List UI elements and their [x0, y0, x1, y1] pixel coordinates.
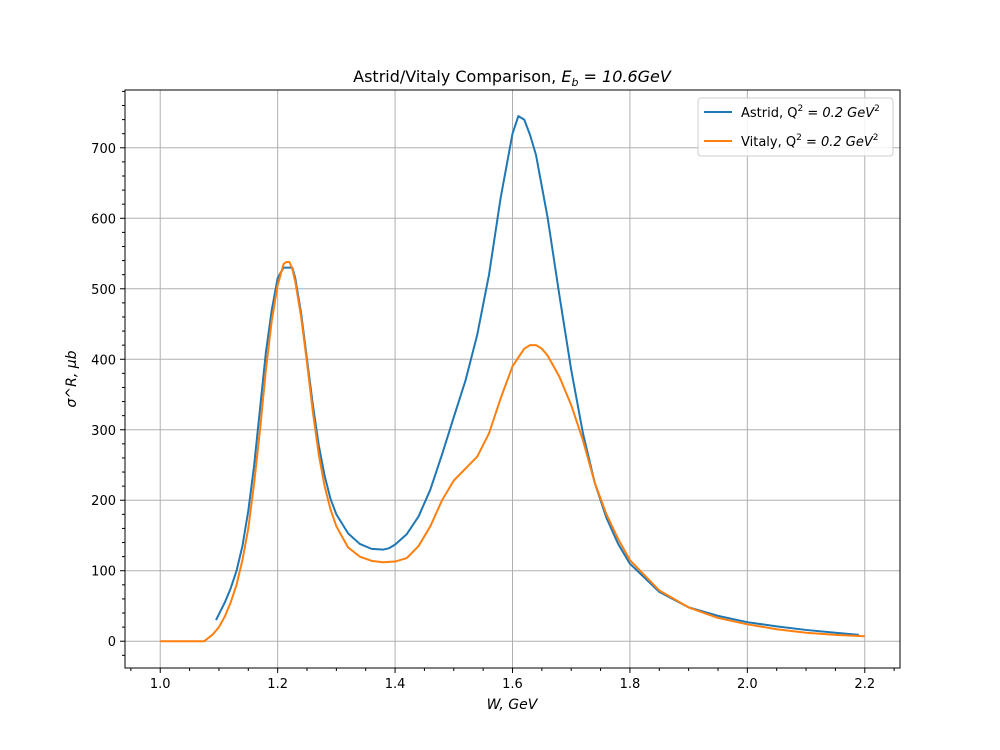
x-tick-label: 1.6 [502, 677, 523, 692]
x-tick-label: 2.0 [737, 677, 758, 692]
plot-area [160, 115, 865, 643]
y-tick-label: 100 [91, 565, 116, 580]
y-tick-label: 200 [91, 494, 116, 509]
y-tick-label: 400 [91, 353, 116, 368]
chart-title-subscript: b [571, 76, 578, 89]
chart-title-symbol: E [561, 67, 572, 86]
x-tick-label: 2.2 [854, 677, 875, 692]
y-tick-label: 300 [91, 424, 116, 439]
x-tick-label: 1.2 [267, 677, 288, 692]
legend: Astrid, Q2 = 0.2 GeV2 Vitaly, Q2 = 0.2 G… [697, 97, 894, 157]
series-line-vitaly [160, 260, 865, 643]
y-tick-label: 600 [91, 212, 116, 227]
axis-ticks: 1.0 1.2 1.4 1.6 1.8 2.0 2.2 0 100 200 300 400 500 600… [91, 90, 895, 692]
x-axis-label: W, GeV [487, 697, 539, 713]
x-tick-label: 1.0 [150, 677, 171, 692]
legend-label-astrid: Astrid, Q2 = 0.2 GeV2 [741, 104, 880, 121]
chart-title-suffix: = 10.6GeV [578, 67, 671, 86]
y-tick-label: 500 [91, 283, 116, 298]
x-tick-label: 1.4 [385, 677, 406, 692]
x-tick-label: 1.8 [620, 677, 641, 692]
chart-title-text: Astrid/Vitaly Comparison, [353, 67, 561, 86]
legend-label-vitaly: Vitaly, Q2 = 0.2 GeV2 [741, 133, 879, 150]
legend-box [697, 97, 894, 157]
y-tick-label: 700 [91, 142, 116, 157]
chart-title: Astrid/Vitaly Comparison, Eb = 10.6GeV [353, 67, 672, 89]
grid [125, 90, 900, 668]
series-line-astrid [215, 115, 859, 636]
y-tick-label: 0 [108, 635, 116, 650]
y-axis-label: σ^R, μb [64, 350, 80, 407]
